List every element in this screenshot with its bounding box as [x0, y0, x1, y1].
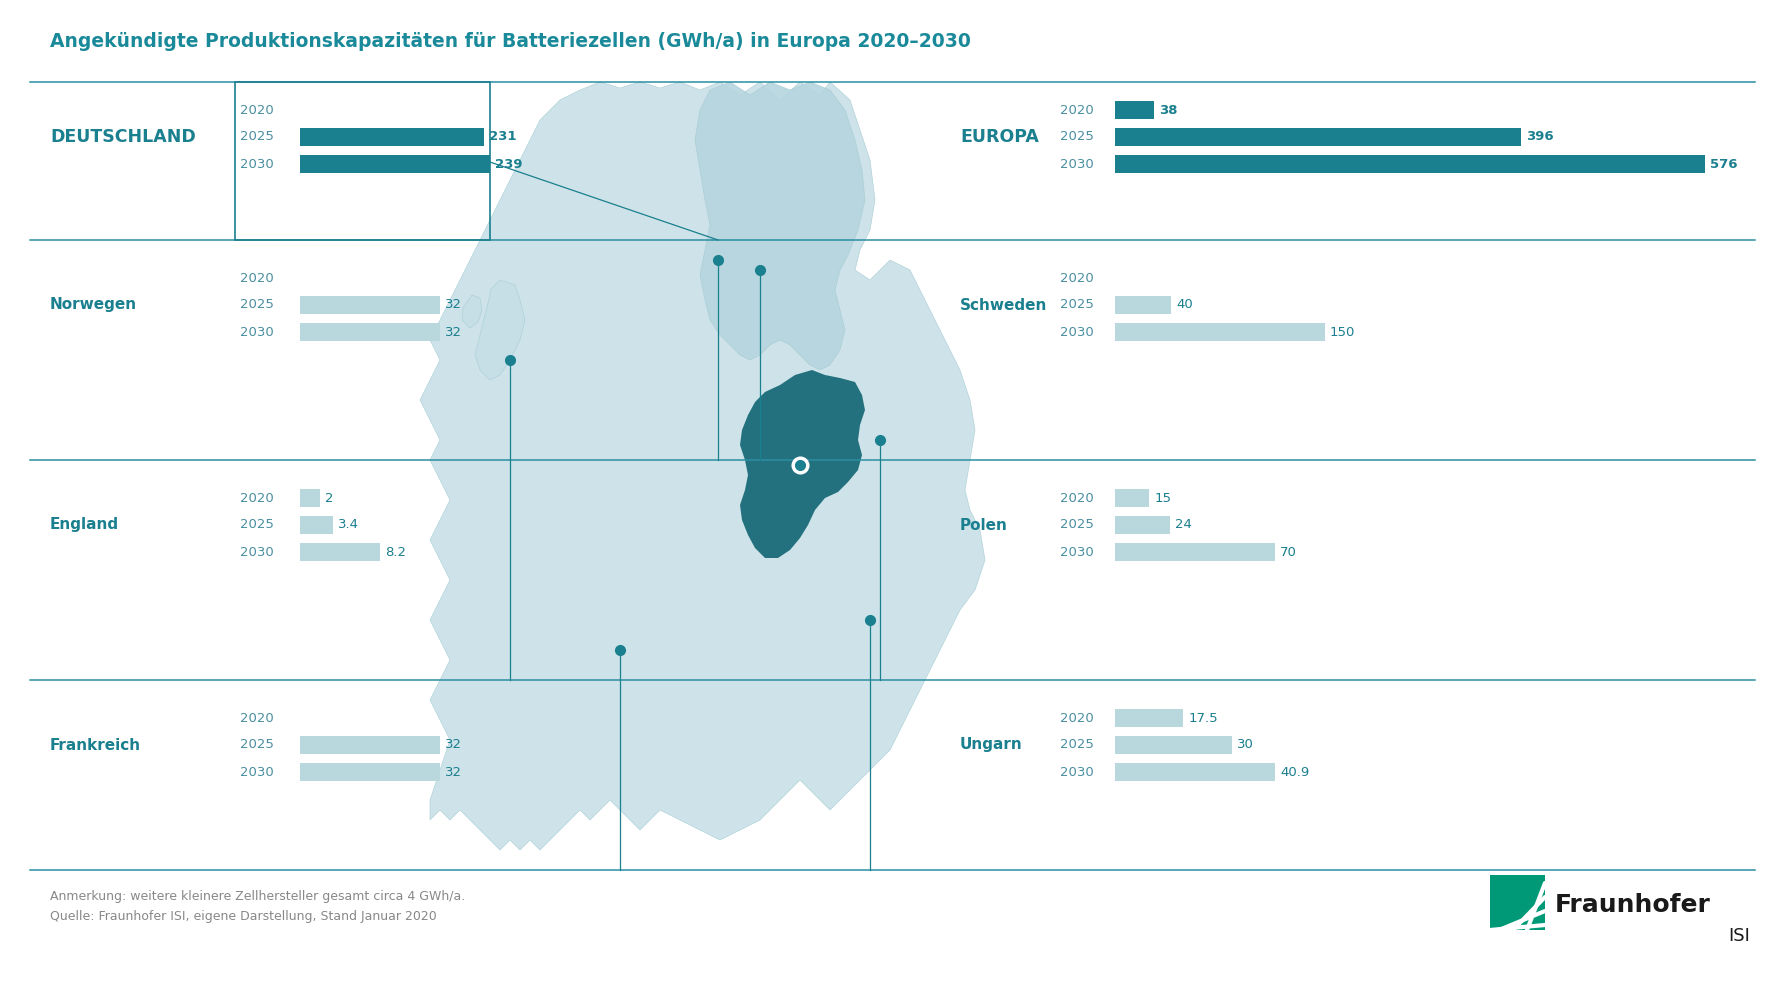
Text: Anmerkung: weitere kleinere Zellhersteller gesamt circa 4 GWh/a.: Anmerkung: weitere kleinere Zellherstell… — [50, 890, 465, 903]
Text: 2020: 2020 — [240, 271, 274, 284]
Text: 2: 2 — [324, 491, 333, 505]
Text: 231: 231 — [490, 130, 516, 143]
Text: 396: 396 — [1525, 130, 1554, 143]
Text: 3.4: 3.4 — [338, 519, 360, 532]
Text: Schweden: Schweden — [959, 297, 1047, 312]
Text: 2030: 2030 — [240, 325, 274, 338]
Text: 2020: 2020 — [240, 491, 274, 505]
Text: 150: 150 — [1330, 325, 1355, 338]
Text: 239: 239 — [495, 157, 523, 170]
Text: Quelle: Fraunhofer ISI, eigene Darstellung, Stand Januar 2020: Quelle: Fraunhofer ISI, eigene Darstellu… — [50, 910, 436, 923]
Text: 2030: 2030 — [240, 157, 274, 170]
Text: Norwegen: Norwegen — [50, 297, 137, 312]
FancyBboxPatch shape — [1114, 763, 1274, 781]
Polygon shape — [740, 370, 865, 558]
Text: Angekündigte Produktionskapazitäten für Batteriezellen (GWh/a) in Europa 2020–20: Angekündigte Produktionskapazitäten für … — [50, 32, 970, 51]
Text: 2025: 2025 — [240, 298, 274, 311]
Text: 2025: 2025 — [240, 519, 274, 532]
FancyBboxPatch shape — [1114, 155, 1705, 173]
FancyBboxPatch shape — [1114, 323, 1324, 341]
FancyBboxPatch shape — [301, 763, 440, 781]
FancyBboxPatch shape — [1490, 875, 1545, 930]
FancyBboxPatch shape — [1114, 516, 1169, 534]
Text: Polen: Polen — [959, 518, 1007, 533]
Text: 2020: 2020 — [240, 712, 274, 725]
Text: ISI: ISI — [1728, 927, 1750, 945]
Text: 2020: 2020 — [1061, 491, 1093, 505]
Text: 2030: 2030 — [240, 546, 274, 559]
FancyBboxPatch shape — [1114, 736, 1232, 754]
Text: 2025: 2025 — [240, 739, 274, 752]
FancyBboxPatch shape — [1114, 543, 1274, 561]
Text: 2025: 2025 — [1061, 739, 1095, 752]
Text: 2025: 2025 — [1061, 519, 1095, 532]
Text: 2030: 2030 — [1061, 546, 1093, 559]
Text: England: England — [50, 518, 119, 533]
Text: 38: 38 — [1159, 103, 1177, 116]
Text: 15: 15 — [1153, 491, 1171, 505]
Text: 2030: 2030 — [1061, 325, 1093, 338]
Text: 40: 40 — [1177, 298, 1193, 311]
Text: Frankreich: Frankreich — [50, 738, 141, 753]
FancyBboxPatch shape — [1114, 128, 1520, 146]
Text: 30: 30 — [1237, 739, 1255, 752]
Text: 2020: 2020 — [1061, 103, 1093, 116]
FancyBboxPatch shape — [301, 516, 333, 534]
Text: Ungarn: Ungarn — [959, 738, 1023, 753]
Text: 32: 32 — [445, 325, 463, 338]
Text: EUROPA: EUROPA — [959, 128, 1040, 146]
FancyBboxPatch shape — [301, 489, 320, 507]
Polygon shape — [463, 295, 482, 328]
Text: 2025: 2025 — [1061, 298, 1095, 311]
Text: 2030: 2030 — [1061, 766, 1093, 779]
Text: 70: 70 — [1280, 546, 1298, 559]
Text: 2020: 2020 — [1061, 271, 1093, 284]
Text: 32: 32 — [445, 766, 463, 779]
FancyBboxPatch shape — [1114, 709, 1184, 727]
FancyBboxPatch shape — [301, 543, 379, 561]
FancyBboxPatch shape — [301, 155, 490, 173]
Text: 40.9: 40.9 — [1280, 766, 1310, 779]
Text: 576: 576 — [1711, 157, 1737, 170]
Text: 2030: 2030 — [240, 766, 274, 779]
Text: Fraunhofer: Fraunhofer — [1556, 893, 1711, 917]
FancyBboxPatch shape — [1114, 101, 1153, 119]
Text: 2025: 2025 — [240, 130, 274, 143]
Text: 2020: 2020 — [240, 103, 274, 116]
FancyBboxPatch shape — [301, 128, 484, 146]
Text: 2025: 2025 — [1061, 130, 1095, 143]
FancyBboxPatch shape — [301, 736, 440, 754]
FancyBboxPatch shape — [1114, 489, 1150, 507]
FancyBboxPatch shape — [301, 296, 440, 314]
Polygon shape — [694, 82, 865, 370]
FancyBboxPatch shape — [301, 323, 440, 341]
Text: 17.5: 17.5 — [1189, 712, 1218, 725]
Polygon shape — [475, 280, 525, 380]
Polygon shape — [420, 82, 984, 850]
Text: 32: 32 — [445, 739, 463, 752]
Text: DEUTSCHLAND: DEUTSCHLAND — [50, 128, 196, 146]
Text: 32: 32 — [445, 298, 463, 311]
Text: 2020: 2020 — [1061, 712, 1093, 725]
Text: 24: 24 — [1175, 519, 1193, 532]
FancyBboxPatch shape — [1114, 296, 1171, 314]
Text: 2030: 2030 — [1061, 157, 1093, 170]
Text: 8.2: 8.2 — [384, 546, 406, 559]
